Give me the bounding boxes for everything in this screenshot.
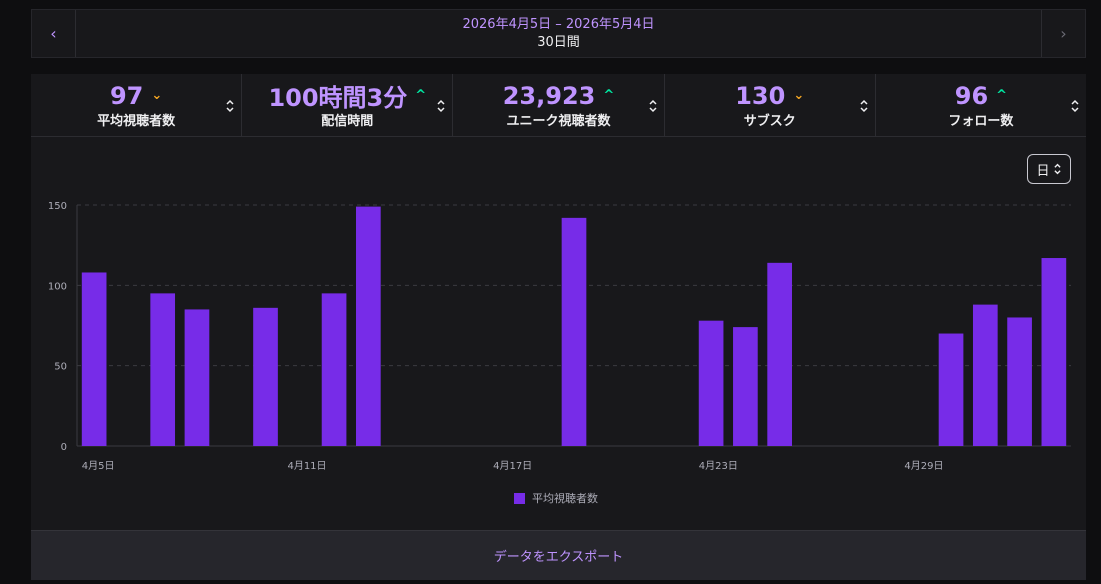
bar[interactable] bbox=[1007, 317, 1032, 446]
y-tick-label: 150 bbox=[48, 201, 67, 212]
x-tick-label: 4月17日 bbox=[493, 460, 532, 472]
sort-icon bbox=[1071, 99, 1079, 113]
y-tick-label: 100 bbox=[48, 281, 67, 292]
bar[interactable] bbox=[733, 327, 758, 446]
bar[interactable] bbox=[972, 304, 998, 446]
bar[interactable] bbox=[150, 293, 176, 446]
trend-down-icon: ⌄ bbox=[793, 88, 805, 103]
bar[interactable] bbox=[184, 309, 210, 446]
chart-legend: 平均視聴者数 bbox=[514, 490, 598, 506]
legend-label: 平均視聴者数 bbox=[532, 492, 598, 505]
date-range-bar: ‹ 2026年4月5日 – 2026年5月4日 30日間 › bbox=[31, 9, 1086, 58]
metric-value: 130 bbox=[735, 81, 786, 110]
sort-icon bbox=[437, 99, 445, 113]
x-tick-label: 4月5日 bbox=[82, 460, 115, 472]
bar[interactable] bbox=[698, 320, 724, 446]
tab-unique-viewers[interactable]: 23,923 ^ ユニーク視聴者数 bbox=[453, 74, 665, 136]
export-data-button[interactable]: データをエクスポート bbox=[31, 530, 1086, 580]
legend-swatch bbox=[514, 492, 525, 504]
metric-label: ユニーク視聴者数 bbox=[506, 113, 611, 129]
metric-value: 23,923 bbox=[502, 81, 596, 110]
metric-value: 97 bbox=[109, 81, 144, 110]
bar[interactable] bbox=[81, 272, 107, 446]
trend-up-icon: ^ bbox=[996, 88, 1008, 103]
tab-subscriptions[interactable]: 130 ⌄ サブスク bbox=[665, 74, 876, 136]
stats-panel: 97 ⌄ 平均視聴者数 100時間3分 ^ 配信時間 23,923 ^ ユニーク… bbox=[31, 74, 1086, 580]
tab-average-viewers[interactable]: 97 ⌄ 平均視聴者数 bbox=[31, 74, 243, 136]
metric-label: フォロー数 bbox=[948, 113, 1014, 129]
chevron-left-icon: ‹ bbox=[50, 24, 57, 43]
trend-up-icon: ^ bbox=[603, 88, 615, 103]
x-tick-label: 4月29日 bbox=[904, 460, 943, 472]
metric-value: 100時間3分 bbox=[268, 84, 408, 112]
granularity-value: 日 bbox=[1036, 163, 1050, 179]
tab-stream-time[interactable]: 100時間3分 ^ 配信時間 bbox=[242, 74, 454, 136]
metric-value: 96 bbox=[954, 81, 989, 110]
average-viewers-chart: 0 50 100 150 4月5日 4月11日 4月17日 4月23日 4月29日 bbox=[48, 201, 1071, 472]
granularity-select[interactable]: 日 bbox=[1027, 154, 1071, 184]
sort-icon bbox=[860, 99, 868, 113]
bar[interactable] bbox=[938, 333, 964, 446]
trend-up-icon: ^ bbox=[415, 88, 427, 103]
bar[interactable] bbox=[561, 217, 587, 446]
bar[interactable] bbox=[767, 262, 792, 446]
date-range-display: 2026年4月5日 – 2026年5月4日 30日間 bbox=[76, 10, 1041, 57]
date-range-text: 2026年4月5日 – 2026年5月4日 bbox=[462, 16, 655, 32]
trend-down-icon: ⌄ bbox=[151, 88, 163, 103]
x-tick-label: 4月11日 bbox=[287, 460, 326, 472]
metric-label: 配信時間 bbox=[321, 113, 374, 129]
bar[interactable] bbox=[356, 206, 381, 446]
y-tick-label: 0 bbox=[61, 442, 67, 453]
metric-tabs: 97 ⌄ 平均視聴者数 100時間3分 ^ 配信時間 23,923 ^ ユニーク… bbox=[31, 74, 1086, 137]
date-length-text: 30日間 bbox=[537, 34, 580, 50]
metric-label: 平均視聴者数 bbox=[97, 113, 176, 129]
y-tick-label: 50 bbox=[54, 362, 67, 373]
sort-icon bbox=[226, 99, 234, 113]
x-tick-label: 4月23日 bbox=[699, 460, 738, 472]
chevron-right-icon: › bbox=[1060, 24, 1067, 43]
bar[interactable] bbox=[321, 293, 347, 446]
previous-period-button[interactable]: ‹ bbox=[32, 10, 76, 57]
metric-label: サブスク bbox=[743, 113, 796, 129]
tab-follows[interactable]: 96 ^ フォロー数 bbox=[876, 74, 1086, 136]
bar[interactable] bbox=[1041, 258, 1067, 446]
bar[interactable] bbox=[253, 307, 278, 446]
next-period-button[interactable]: › bbox=[1041, 10, 1085, 57]
sort-icon bbox=[1053, 163, 1061, 175]
sort-icon bbox=[649, 99, 657, 113]
